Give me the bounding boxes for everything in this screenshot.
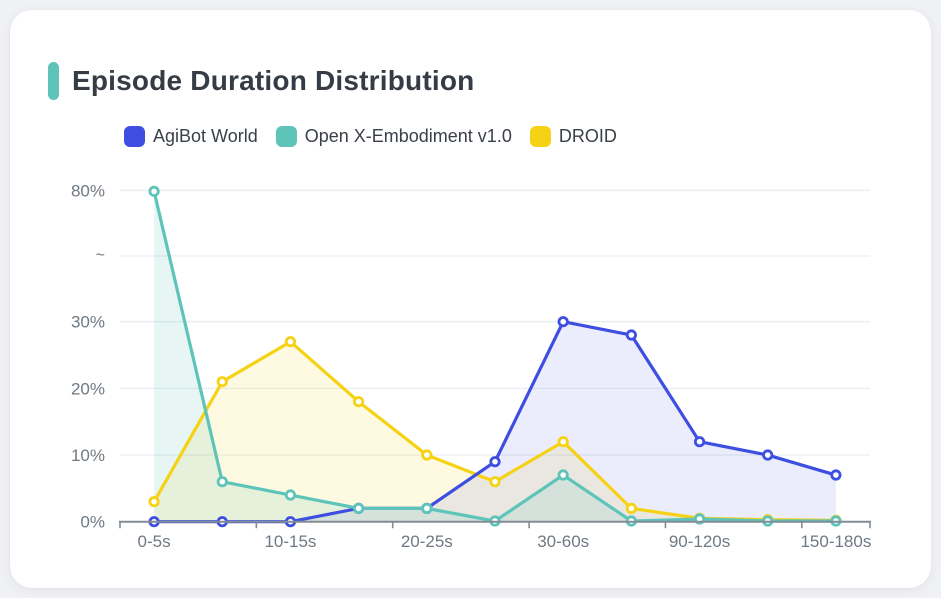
legend-label: Open X-Embodiment v1.0 — [304, 126, 512, 146]
legend-swatch-open-x-embodiment-v1-0 — [275, 126, 297, 147]
legend-label: DROID — [558, 126, 617, 146]
chart-card: Episode Duration Distribution AgiBot Wor… — [10, 10, 931, 588]
legend-swatch-agibot-world — [124, 126, 145, 147]
legend-item-open-x-embodiment-v1-0[interactable]: Open X-Embodiment v1.0 — [275, 126, 512, 147]
legend-swatch-droid — [529, 126, 551, 147]
title-accent-bar — [48, 62, 59, 100]
chart-legend: AgiBot World Open X-Embodiment v1.0 DROID — [124, 126, 635, 147]
title-row: Episode Duration Distribution — [48, 62, 474, 100]
page-title: Episode Duration Distribution — [72, 65, 475, 96]
legend-item-droid[interactable]: DROID — [529, 126, 617, 147]
legend-label: AgiBot World — [153, 126, 258, 146]
legend-item-agibot-world[interactable]: AgiBot World — [124, 126, 258, 147]
